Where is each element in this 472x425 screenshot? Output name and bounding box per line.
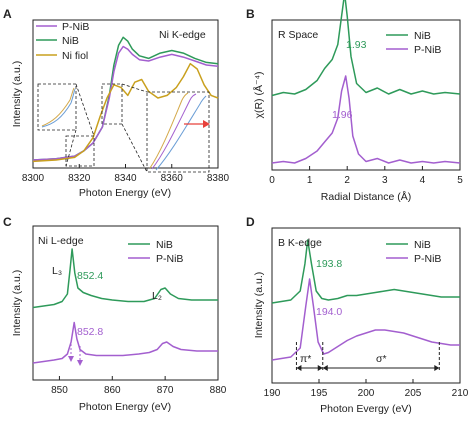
panel-d-xlabel: Photon Evergy (eV) [320,403,412,415]
panel-b-x-ticks: 0 1 2 3 4 5 [269,166,463,186]
panel-b-ylabel: χ(R) (Å⁻⁴) [252,71,265,118]
panel-b-legend: NiB P-NiB [386,30,441,56]
legend-label-pnib: P-NiB [62,21,89,33]
peak-label-nib: 852.4 [77,270,103,282]
pi-star-label: π* [300,353,311,365]
panel-c-letter: C [3,215,12,229]
panel-d-series [271,239,460,361]
x-tick-label: 8360 [161,173,184,184]
series-line-p-nib [32,321,218,364]
panel-c-ylabel: Intensity (a.u.) [11,270,23,337]
arrow-right-icon [184,120,210,128]
panel-a-series [32,36,219,163]
panel-d: D 190 195 200 205 210 Photon Evergy (eV) Int… [246,215,469,415]
arrow-down-icon [68,344,83,366]
peak-label-nib: 1.93 [346,39,367,51]
x-tick-label: 210 [452,388,469,399]
panel-d-legend: NiB P-NiB [386,239,441,265]
x-tick-label: 5 [457,175,463,186]
zoom-inset-left [37,83,77,131]
panel-d-region-markers [295,342,440,372]
panel-a-letter: A [3,7,12,21]
x-tick-label: 4 [420,175,426,186]
x-tick-label: 2 [344,175,350,186]
series-line-ni-fiol [32,62,219,163]
series-line-nib [32,248,218,309]
legend-label-ni-foil: Ni fiol [62,50,88,62]
panel-a-frame [32,19,219,169]
x-tick-label: 0 [269,175,275,186]
panel-d-inset-label: B K-edge [278,237,322,249]
x-tick-label: 860 [104,385,121,396]
panel-c: C 850 860 870 880 Photon Energy (eV) Intens… [3,215,227,413]
x-tick-label: 880 [210,385,227,396]
panel-c-xlabel: Photon Energy (eV) [79,401,171,413]
panel-a-xlabel: Photon Energy (eV) [79,187,171,199]
x-tick-label: 870 [157,385,174,396]
x-tick-label: 200 [358,388,375,399]
panel-d-letter: D [246,215,255,229]
panel-b-xlabel: Radial Distance (Å) [321,190,411,203]
series-line-p-nib [271,278,460,361]
legend-label-pnib: P-NiB [414,253,441,265]
panel-a-x-ticks: 8300 8320 8340 8360 8380 [22,164,230,184]
panel-c-frame [32,225,219,381]
series-line-nib [271,239,460,304]
panel-b-series [271,0,461,164]
l2-label: L₂ [152,290,162,302]
panel-a-zoom-insets [37,83,210,173]
peak-label-nib: 193.8 [316,258,342,270]
legend-label-pnib: P-NiB [414,44,441,56]
legend-label-nib: NiB [414,30,431,42]
panel-a-legend: P-NiB NiB Ni fiol [36,21,89,62]
zoom-inset-right [146,91,210,173]
panel-a-inset-label: Ni K-edge [159,29,206,41]
x-tick-label: 1 [307,175,313,186]
panel-b-letter: B [246,7,255,21]
x-tick-label: 3 [382,175,388,186]
panel-a: A 8300 8320 8340 8360 8380 Photon Energy (eV… [3,7,230,199]
series-line-nib [271,0,461,97]
panel-c-series [32,248,218,364]
panel-b-inset-label: R Space [278,29,318,41]
legend-label-nib: NiB [156,239,173,251]
peak-label-pnib: 1.96 [332,109,353,121]
x-tick-label: 8300 [22,173,45,184]
zoom-region-left [65,135,95,167]
x-tick-label: 8340 [114,173,137,184]
legend-label-pnib: P-NiB [156,253,183,265]
series-line-p-nib [271,75,461,164]
x-tick-label: 190 [264,388,281,399]
x-tick-label: 8320 [68,173,91,184]
x-tick-label: 8380 [207,173,230,184]
panel-a-ylabel: Intensity (a.u.) [11,61,23,128]
l3-label: L₃ [52,265,62,277]
legend-label-nib: NiB [414,239,431,251]
panel-c-x-ticks: 850 860 870 880 [51,376,227,396]
x-tick-label: 205 [405,388,422,399]
sigma-star-label: σ* [376,353,387,365]
zoom-region-right [101,83,123,125]
panel-d-ylabel: Intensity (a.u.) [253,272,265,339]
panel-c-legend: NiB P-NiB [128,239,183,265]
panel-c-inset-label: Ni L-edge [38,235,84,247]
panel-a-zoom-curves [41,87,207,171]
legend-label-nib: NiB [62,35,79,47]
x-tick-label: 195 [311,388,328,399]
x-tick-label: 850 [51,385,68,396]
peak-label-pnib: 852.8 [77,326,103,338]
peak-label-pnib: 194.0 [316,306,342,318]
panel-d-x-ticks: 190 195 200 205 210 [264,379,469,399]
